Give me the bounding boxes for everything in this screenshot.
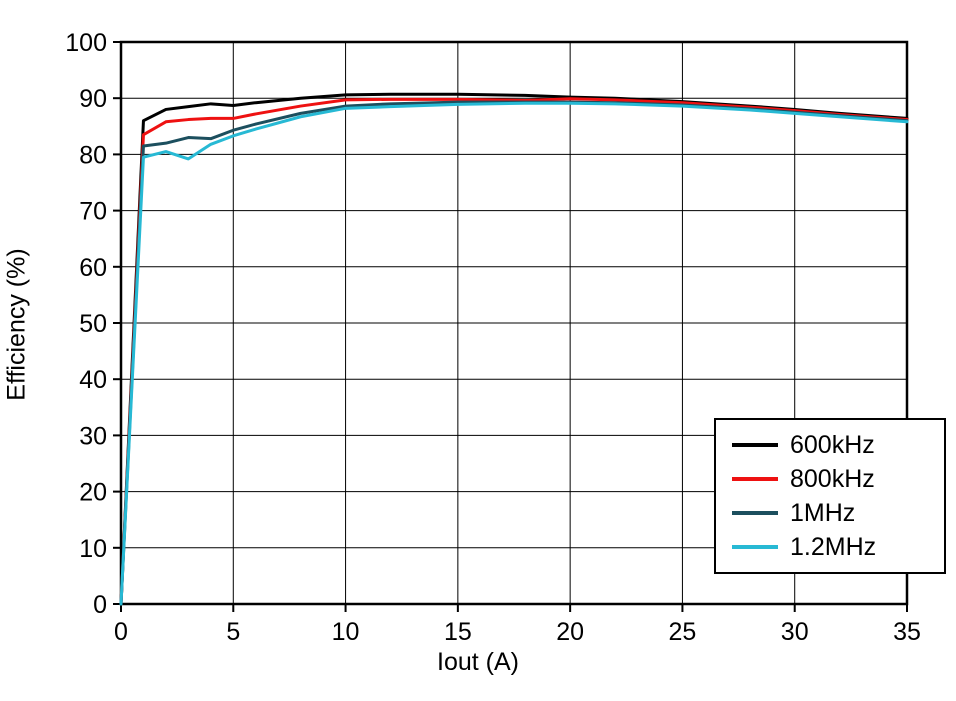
legend-entry-600khz: 600kHz bbox=[732, 430, 944, 459]
series-line-800khz bbox=[119, 97, 909, 606]
y-tick-label: 40 bbox=[79, 366, 107, 394]
y-tick-label: 30 bbox=[79, 422, 107, 450]
plot-border bbox=[119, 40, 909, 606]
legend-label: 800kHz bbox=[790, 464, 875, 493]
x-tick-label: 15 bbox=[444, 618, 472, 646]
y-tick-label: 70 bbox=[79, 198, 107, 226]
x-tick-label: 0 bbox=[114, 618, 128, 646]
y-tick-label: 80 bbox=[79, 141, 107, 169]
legend-label: 1.2MHz bbox=[790, 532, 877, 561]
legend-swatch-1p2mhz bbox=[732, 545, 778, 549]
y-tick-label: 20 bbox=[79, 479, 107, 507]
legend-swatch-600khz bbox=[732, 443, 778, 447]
x-tick-label: 30 bbox=[781, 618, 809, 646]
legend-entry-800khz: 800kHz bbox=[732, 464, 944, 493]
legend-label: 1MHz bbox=[790, 498, 856, 527]
y-tick-label: 60 bbox=[79, 254, 107, 282]
x-tick-label: 35 bbox=[893, 618, 921, 646]
x-tick-label: 5 bbox=[226, 618, 240, 646]
legend-swatch-1mhz bbox=[732, 511, 778, 515]
x-tick-label: 25 bbox=[669, 618, 697, 646]
series-line-1.2mhz bbox=[119, 101, 909, 606]
legend-entry-1mhz: 1MHz bbox=[732, 498, 944, 527]
y-tick-label: 0 bbox=[93, 591, 107, 619]
legend: 600kHz 800kHz 1MHz 1.2MHz bbox=[714, 418, 946, 574]
x-tick-label: 20 bbox=[556, 618, 584, 646]
y-tick-label: 90 bbox=[79, 85, 107, 113]
y-tick-label: 50 bbox=[79, 310, 107, 338]
y-tick-label: 10 bbox=[79, 535, 107, 563]
x-axis-label: Iout (A) bbox=[437, 648, 519, 676]
y-axis-label: Efficiency (%) bbox=[2, 248, 31, 401]
legend-label: 600kHz bbox=[790, 430, 875, 459]
x-tick-label: 10 bbox=[332, 618, 360, 646]
legend-entry-1p2mhz: 1.2MHz bbox=[732, 532, 944, 561]
legend-swatch-800khz bbox=[732, 477, 778, 481]
y-tick-label: 100 bbox=[65, 29, 107, 57]
